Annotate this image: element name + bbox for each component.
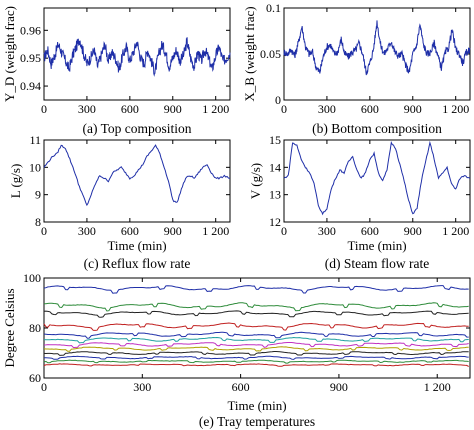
panel-d-frame [283, 139, 471, 223]
panel-b-series-line [283, 20, 471, 76]
panel-b-ytick-label: 0.1 [266, 1, 281, 15]
panel-e-ytick-label: 80 [29, 321, 41, 335]
panel-e-series-line-11 [43, 359, 469, 364]
panel-e-xtick-label: 0 [41, 380, 47, 394]
panel-a-xtick-label: 0 [41, 102, 47, 116]
panel-c: 0 300 600 900 1 200 8 9 10 11 L (g/s) Time (min)… [8, 133, 231, 271]
panel-e-series-line-6 [43, 336, 469, 344]
panel-e-ylabel: Degree Celsius [2, 288, 17, 367]
panel-d-caption: (d) Steam flow rate [325, 256, 430, 271]
panel-d-xtick-label: 0 [281, 224, 287, 238]
panel-e-xtick-label: 600 [232, 380, 250, 394]
panel-e-xtick-label: 900 [330, 380, 348, 394]
panel-d-xtick-label: 1 200 [442, 224, 469, 238]
panel-a-ytick-label: 0.94 [20, 79, 41, 93]
panel-a-caption: (a) Top composition [82, 121, 191, 136]
panel-b-ticks: 0 300 600 900 1 200 0 0.05 0.1 [260, 1, 470, 116]
panel-e-series-line-4 [43, 322, 469, 331]
panel-e-ytick-label: 60 [29, 371, 41, 385]
panel-d-ticks: 0 300 600 900 1 200 12 13 14 15 [269, 133, 470, 238]
panel-d-ytick-label: 15 [269, 133, 281, 147]
panel-e-ytick-label: 100 [23, 271, 41, 285]
panel-e-xtick-label: 1 200 [424, 380, 451, 394]
panel-b-ytick-label: 0.05 [260, 47, 281, 61]
panel-b-xtick-label: 0 [281, 102, 287, 116]
panel-c-ytick-label: 11 [29, 133, 41, 147]
panel-d-ytick-label: 12 [269, 215, 281, 229]
panel-c-xtick-label: 1 200 [202, 224, 229, 238]
panel-e-caption: (e) Tray temperatures [199, 414, 315, 429]
panel-e-series-line-3 [43, 310, 469, 318]
panel-c-xtick-label: 600 [121, 224, 139, 238]
panel-a-xtick-label: 900 [164, 102, 182, 116]
panel-a-ylabel: Y_D (weight frac) [2, 6, 17, 102]
panel-c-ylabel: L (g/s) [8, 164, 23, 199]
panel-e-series-line-1 [43, 285, 469, 294]
panel-d-xlabel: Time (min) [347, 238, 406, 253]
panel-e: 0 300 600 900 1 200 60 80 100 Degree Celsius Ti… [2, 271, 471, 429]
panel-b-xtick-label: 900 [404, 102, 422, 116]
panel-a-xtick-label: 1 200 [202, 102, 229, 116]
panel-e-series-line-9 [43, 351, 469, 356]
panel-e-series-line-10 [43, 355, 469, 360]
panel-c-xtick-label: 900 [164, 224, 182, 238]
panel-e-xtick-label: 300 [133, 380, 151, 394]
panel-b-xtick-label: 300 [318, 102, 336, 116]
panel-c-xtick-label: 300 [78, 224, 96, 238]
panel-c-frame [43, 139, 231, 223]
panel-a-xtick-label: 600 [121, 102, 139, 116]
panel-a-ticks: 0 300 600 900 1 200 0.94 0.95 0.96 [20, 8, 230, 116]
panel-e-series-line-7 [43, 342, 469, 349]
panel-e-ticks: 0 300 600 900 1 200 60 80 100 [23, 271, 470, 394]
panel-c-ytick-label: 9 [35, 188, 41, 202]
panel-a-ytick-label: 0.96 [20, 23, 41, 37]
panel-d-xtick-label: 900 [404, 224, 422, 238]
panel-e-series-line-12 [43, 363, 469, 367]
panel-b-ylabel: X_B (weight frac) [242, 6, 257, 101]
panel-b: 0 300 600 900 1 200 0 0.05 0.1 X_B (weight frac… [242, 1, 471, 136]
panel-b-xtick-label: 1 200 [442, 102, 469, 116]
panel-e-series-group [43, 285, 469, 367]
panel-c-caption: (c) Reflux flow rate [84, 256, 191, 271]
panel-b-xtick-label: 600 [361, 102, 379, 116]
panel-b-ytick-label: 0 [275, 93, 281, 107]
panel-d: 0 300 600 900 1 200 12 13 14 15 V (g/s) Time (mi… [248, 133, 471, 271]
panel-c-xtick-label: 0 [41, 224, 47, 238]
panel-d-ytick-label: 14 [269, 160, 281, 174]
panel-a-series-line [43, 37, 231, 77]
panel-e-xlabel: Time (min) [227, 398, 286, 413]
panel-e-frame [43, 277, 471, 379]
panel-c-ytick-label: 10 [29, 160, 41, 174]
panel-a-xtick-label: 300 [78, 102, 96, 116]
panel-b-caption: (b) Bottom composition [312, 121, 442, 136]
panel-d-xtick-label: 600 [361, 224, 379, 238]
panel-e-series-line-2 [44, 302, 469, 312]
panel-a: 0 300 600 900 1 200 0.94 0.95 0.96 Y_D (weight … [2, 6, 231, 136]
panel-d-series-line [283, 140, 471, 216]
panel-c-ticks: 0 300 600 900 1 200 8 9 10 11 [29, 133, 230, 238]
panel-d-xtick-label: 300 [318, 224, 336, 238]
panel-c-xlabel: Time (min) [107, 238, 166, 253]
panel-a-ytick-label: 0.95 [20, 51, 41, 65]
panel-c-ytick-label: 8 [35, 215, 41, 229]
panel-c-series-line [43, 144, 231, 207]
panel-e-series-line-8 [43, 346, 469, 352]
panel-e-series-line-5 [43, 331, 469, 339]
panel-d-ytick-label: 13 [269, 188, 281, 202]
panel-d-ylabel: V (g/s) [248, 163, 263, 199]
